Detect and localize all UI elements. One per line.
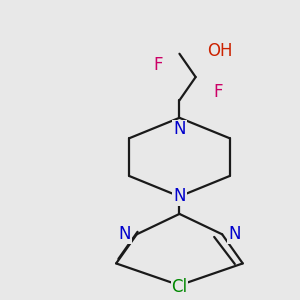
Text: N: N (118, 225, 131, 243)
Text: N: N (173, 121, 186, 139)
Text: F: F (154, 56, 163, 74)
Text: F: F (213, 82, 223, 100)
Text: Cl: Cl (171, 278, 188, 296)
Text: N: N (173, 188, 186, 206)
Text: OH: OH (207, 42, 233, 60)
Text: N: N (228, 225, 241, 243)
